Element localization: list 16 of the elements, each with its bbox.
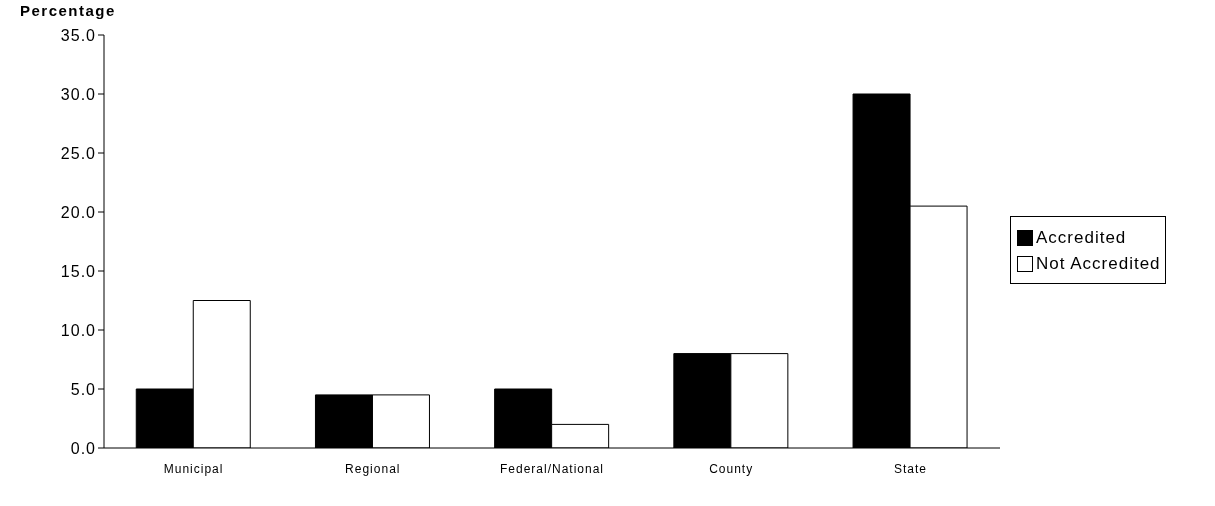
legend-label: Not Accredited [1036,253,1161,275]
y-tick-label: 15.0 [60,262,96,280]
x-tick-label: Municipal [163,461,224,476]
x-tick-label: Regional [345,461,401,476]
x-tick-label: County [709,461,754,476]
x-tick-label: Federal/National [499,461,605,476]
legend-label: Accredited [1036,227,1127,249]
y-tick-label: 5.0 [70,380,96,398]
y-tick-label: 25.0 [60,144,96,162]
y-tick-label: 20.0 [60,203,96,221]
y-axis-title: Percentage [20,2,116,19]
x-tick-label: State [893,461,927,476]
y-tick-label: 30.0 [60,85,96,103]
y-tick-label: 35.0 [60,26,96,44]
y-tick-label: 10.0 [60,321,96,339]
y-tick-label: 0.0 [70,439,96,457]
